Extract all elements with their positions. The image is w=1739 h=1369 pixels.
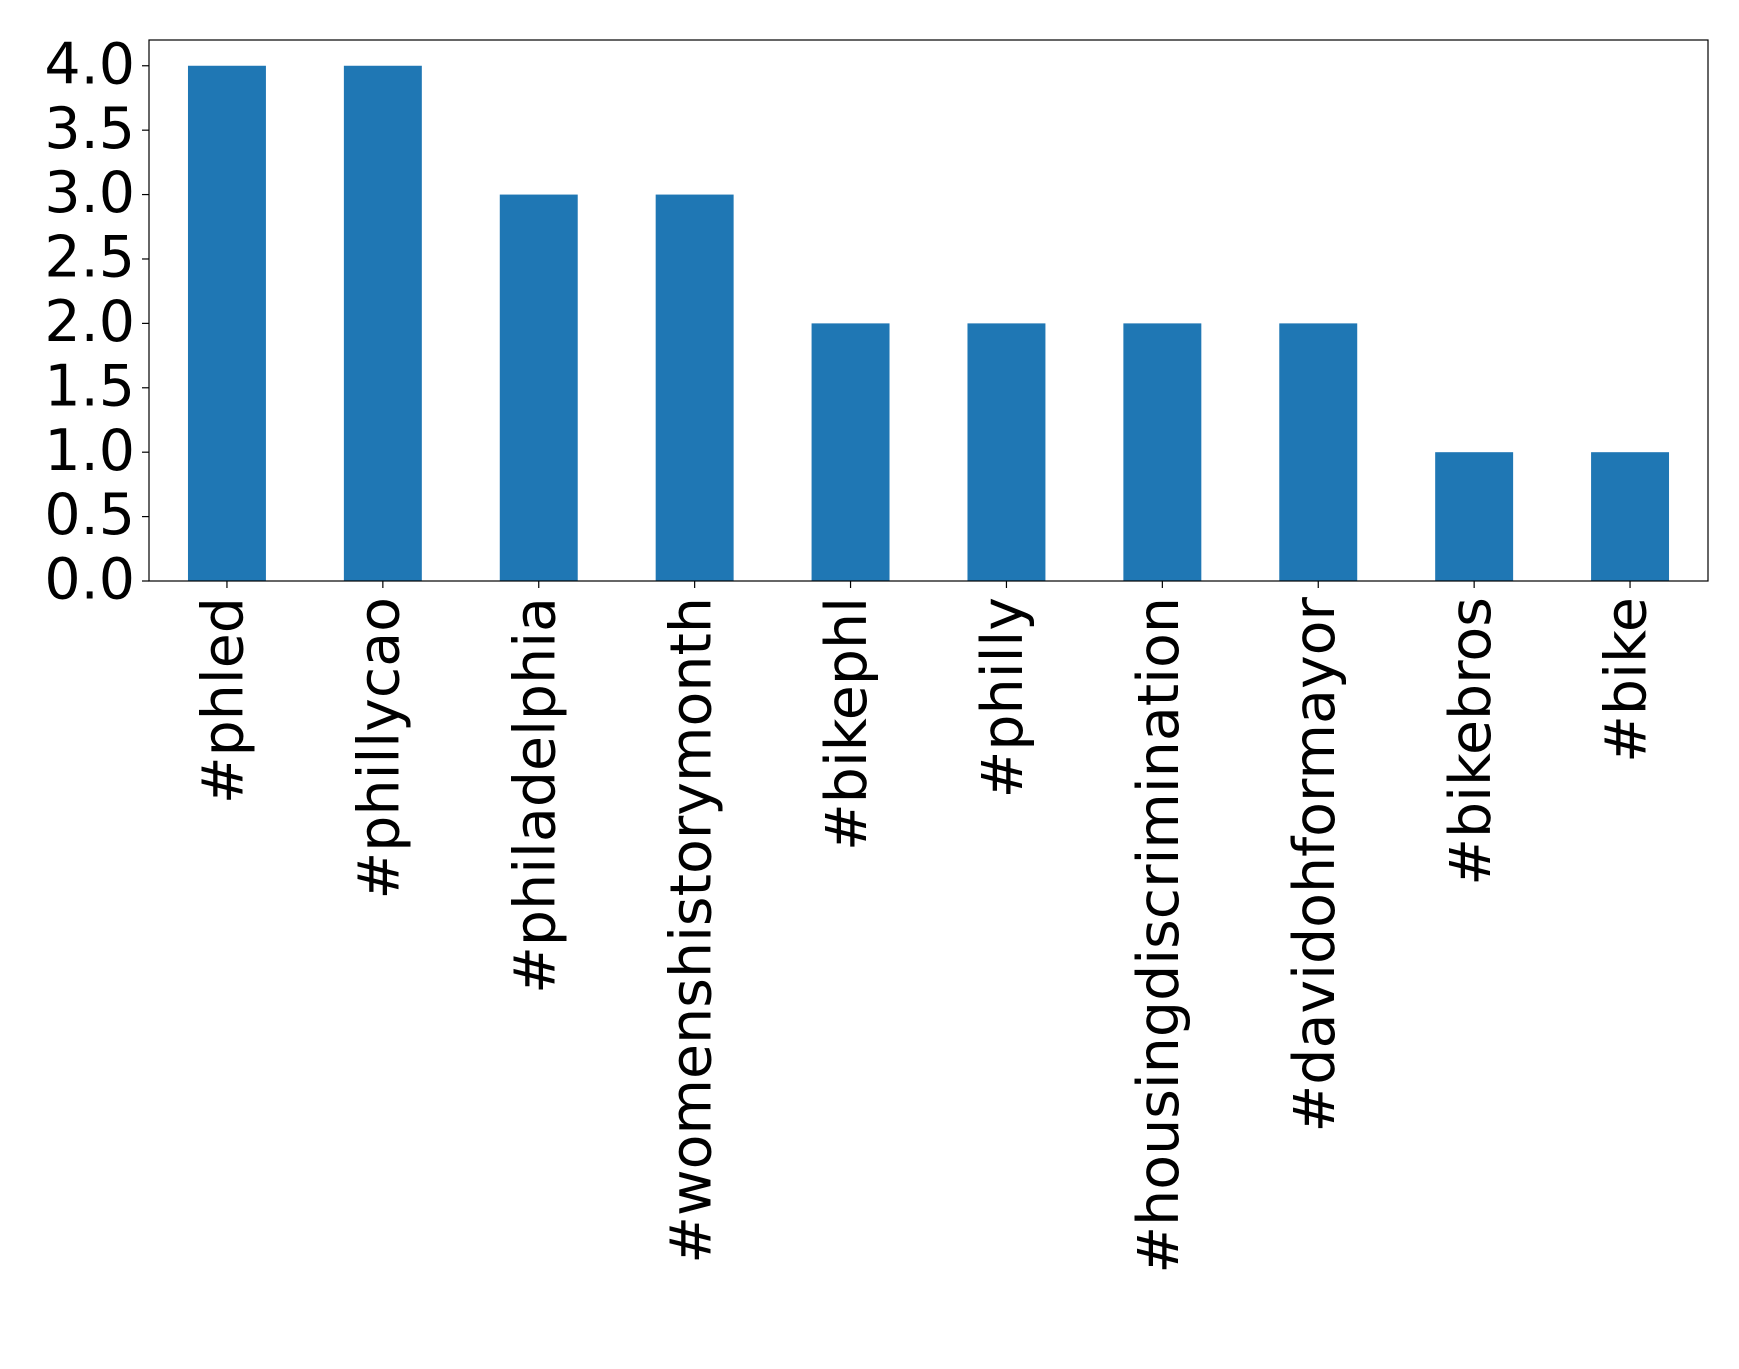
- x-tick-label: #davidohformayor: [1282, 596, 1348, 1132]
- x-tick-label: #phillycao: [346, 597, 412, 899]
- bar: [343, 65, 422, 581]
- x-tick-label: #philadelphia: [502, 597, 568, 994]
- bar: [1435, 452, 1514, 581]
- x-tick-label: #bikephl: [814, 597, 880, 851]
- x-tick-label: #housingdiscrimination: [1126, 597, 1192, 1274]
- y-tick-label: 4.0: [44, 31, 135, 97]
- bar: [1123, 323, 1202, 581]
- x-tick-label: #philly: [970, 597, 1036, 798]
- y-tick-label: 2.5: [44, 225, 135, 291]
- y-tick-label: 3.5: [44, 96, 135, 162]
- bar: [499, 194, 578, 582]
- y-tick-label: 0.0: [44, 547, 135, 613]
- x-tick-label: #bikebros: [1438, 597, 1504, 886]
- x-tick-label: #womenshistorymonth: [658, 597, 724, 1264]
- bar: [1591, 452, 1670, 581]
- bar: [811, 323, 890, 581]
- x-tick-label: #bike: [1594, 597, 1660, 763]
- y-tick-label: 1.0: [44, 418, 135, 484]
- y-tick-label: 0.5: [44, 482, 135, 548]
- x-tick-label: #phled: [191, 597, 257, 804]
- bar: [967, 323, 1046, 581]
- bar: [187, 65, 266, 581]
- y-tick-label: 3.0: [44, 160, 135, 226]
- plot-frame: [148, 39, 1709, 582]
- y-tick-label: 2.0: [44, 289, 135, 355]
- bar: [1279, 323, 1358, 581]
- y-tick-label: 1.5: [44, 353, 135, 419]
- bar: [655, 194, 734, 582]
